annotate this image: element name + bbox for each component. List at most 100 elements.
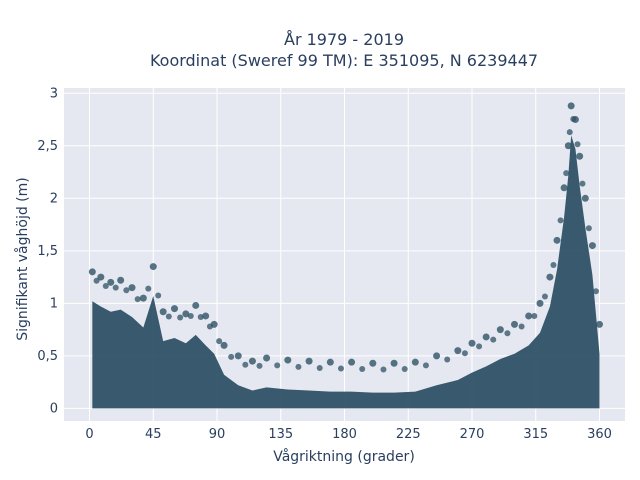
data-point bbox=[541, 293, 548, 300]
data-point bbox=[546, 273, 554, 281]
y-tick-label: 2 bbox=[50, 191, 58, 206]
data-point bbox=[187, 312, 194, 319]
data-point bbox=[182, 310, 190, 318]
data-point bbox=[496, 326, 504, 334]
data-point bbox=[128, 284, 136, 292]
data-point bbox=[107, 278, 115, 286]
data-point bbox=[93, 277, 100, 284]
data-point bbox=[576, 152, 584, 160]
density-cloud bbox=[92, 135, 600, 409]
dense-scatter-area bbox=[92, 135, 600, 409]
data-point bbox=[581, 194, 589, 202]
data-point bbox=[97, 273, 105, 281]
data-point bbox=[380, 366, 387, 373]
data-point bbox=[228, 353, 235, 360]
data-point bbox=[274, 362, 281, 369]
data-point bbox=[553, 236, 561, 244]
data-point bbox=[145, 285, 152, 292]
x-tick-label: 0 bbox=[85, 427, 93, 442]
data-point bbox=[316, 364, 323, 371]
data-point bbox=[112, 284, 119, 291]
data-point bbox=[422, 362, 429, 369]
data-point bbox=[197, 314, 204, 321]
data-point bbox=[536, 299, 544, 307]
data-point bbox=[564, 142, 572, 150]
data-point bbox=[234, 352, 242, 360]
y-tick-label: 1,5 bbox=[37, 244, 58, 259]
x-tick-label: 225 bbox=[396, 427, 421, 442]
data-point bbox=[574, 141, 581, 148]
data-point bbox=[401, 366, 408, 373]
data-point bbox=[134, 296, 141, 303]
x-tick-label: 45 bbox=[145, 427, 162, 442]
data-point bbox=[504, 330, 511, 337]
data-points bbox=[88, 102, 603, 373]
data-point bbox=[88, 268, 96, 276]
y-tick-label: 2,5 bbox=[37, 139, 58, 154]
data-point bbox=[588, 242, 596, 250]
data-point bbox=[585, 225, 592, 232]
x-tick-label: 315 bbox=[523, 427, 548, 442]
data-point bbox=[369, 359, 377, 367]
x-tick-label: 360 bbox=[587, 427, 612, 442]
data-point bbox=[263, 354, 271, 362]
data-point bbox=[102, 283, 109, 290]
data-point bbox=[165, 313, 172, 320]
data-point bbox=[563, 170, 570, 177]
data-point bbox=[256, 362, 263, 369]
data-point bbox=[359, 366, 366, 373]
data-point bbox=[468, 339, 476, 347]
data-point bbox=[579, 180, 586, 187]
data-point bbox=[482, 333, 490, 341]
data-point bbox=[206, 323, 213, 330]
data-point bbox=[518, 323, 525, 330]
y-axis-ticks: 0 0,5 1 1,5 2 2,5 3 bbox=[37, 86, 58, 416]
data-point bbox=[570, 115, 577, 122]
y-axis-title: Signifikant våghöjd (m) bbox=[14, 177, 31, 340]
x-axis-ticks: 0 45 90 135 180 225 270 315 360 bbox=[85, 427, 612, 442]
data-point bbox=[411, 358, 419, 366]
x-tick-label: 135 bbox=[268, 427, 293, 442]
data-point bbox=[596, 320, 603, 328]
data-point bbox=[295, 363, 302, 370]
chart-title-line-2: Koordinat (Sweref 99 TM): E 351095, N 62… bbox=[150, 51, 538, 70]
data-point bbox=[326, 358, 334, 366]
data-point bbox=[117, 276, 125, 284]
chart-title-line-1: År 1979 - 2019 bbox=[284, 30, 404, 49]
data-point bbox=[550, 262, 557, 269]
data-point bbox=[155, 292, 162, 299]
data-point bbox=[216, 338, 223, 345]
data-point bbox=[567, 102, 575, 110]
data-point bbox=[444, 356, 451, 363]
data-point bbox=[454, 347, 462, 355]
data-point bbox=[177, 314, 184, 321]
data-point bbox=[490, 336, 497, 343]
y-tick-label: 1 bbox=[50, 296, 58, 311]
data-point bbox=[525, 312, 533, 320]
data-point bbox=[192, 301, 200, 309]
data-point bbox=[248, 357, 256, 365]
data-point bbox=[433, 352, 441, 360]
data-point bbox=[149, 263, 157, 271]
data-point bbox=[159, 308, 167, 316]
data-point bbox=[337, 365, 344, 372]
y-tick-label: 3 bbox=[50, 86, 58, 101]
y-tick-label: 0,5 bbox=[37, 349, 58, 364]
x-tick-label: 270 bbox=[460, 427, 485, 442]
x-tick-label: 180 bbox=[332, 427, 357, 442]
data-point bbox=[592, 288, 599, 295]
data-point bbox=[284, 356, 292, 364]
x-axis-title: Vågriktning (grader) bbox=[273, 448, 415, 465]
data-point bbox=[461, 350, 468, 357]
x-tick-label: 90 bbox=[209, 427, 226, 442]
data-point bbox=[390, 359, 398, 367]
data-point bbox=[171, 305, 178, 313]
data-point bbox=[531, 312, 538, 319]
data-point bbox=[348, 358, 356, 366]
data-point bbox=[123, 287, 130, 294]
data-point bbox=[139, 294, 147, 302]
data-point bbox=[566, 129, 573, 136]
data-point bbox=[511, 320, 518, 328]
data-point bbox=[202, 312, 210, 320]
